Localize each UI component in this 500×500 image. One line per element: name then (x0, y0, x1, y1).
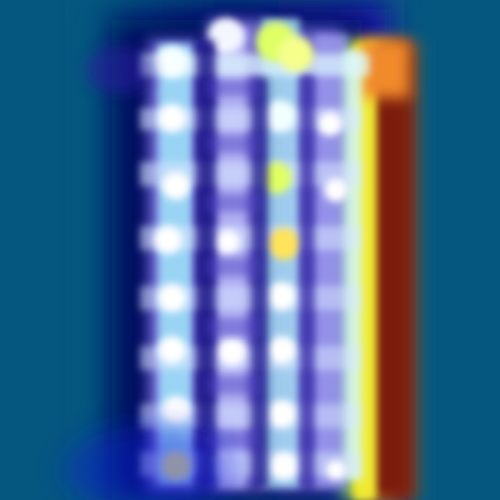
cyan-line-5 (344, 50, 362, 480)
bottom-blue-glow (65, 425, 235, 500)
grid-gaps (197, 40, 314, 488)
right-dark-red-band (370, 48, 412, 500)
top-left-violet-glow (86, 46, 154, 94)
